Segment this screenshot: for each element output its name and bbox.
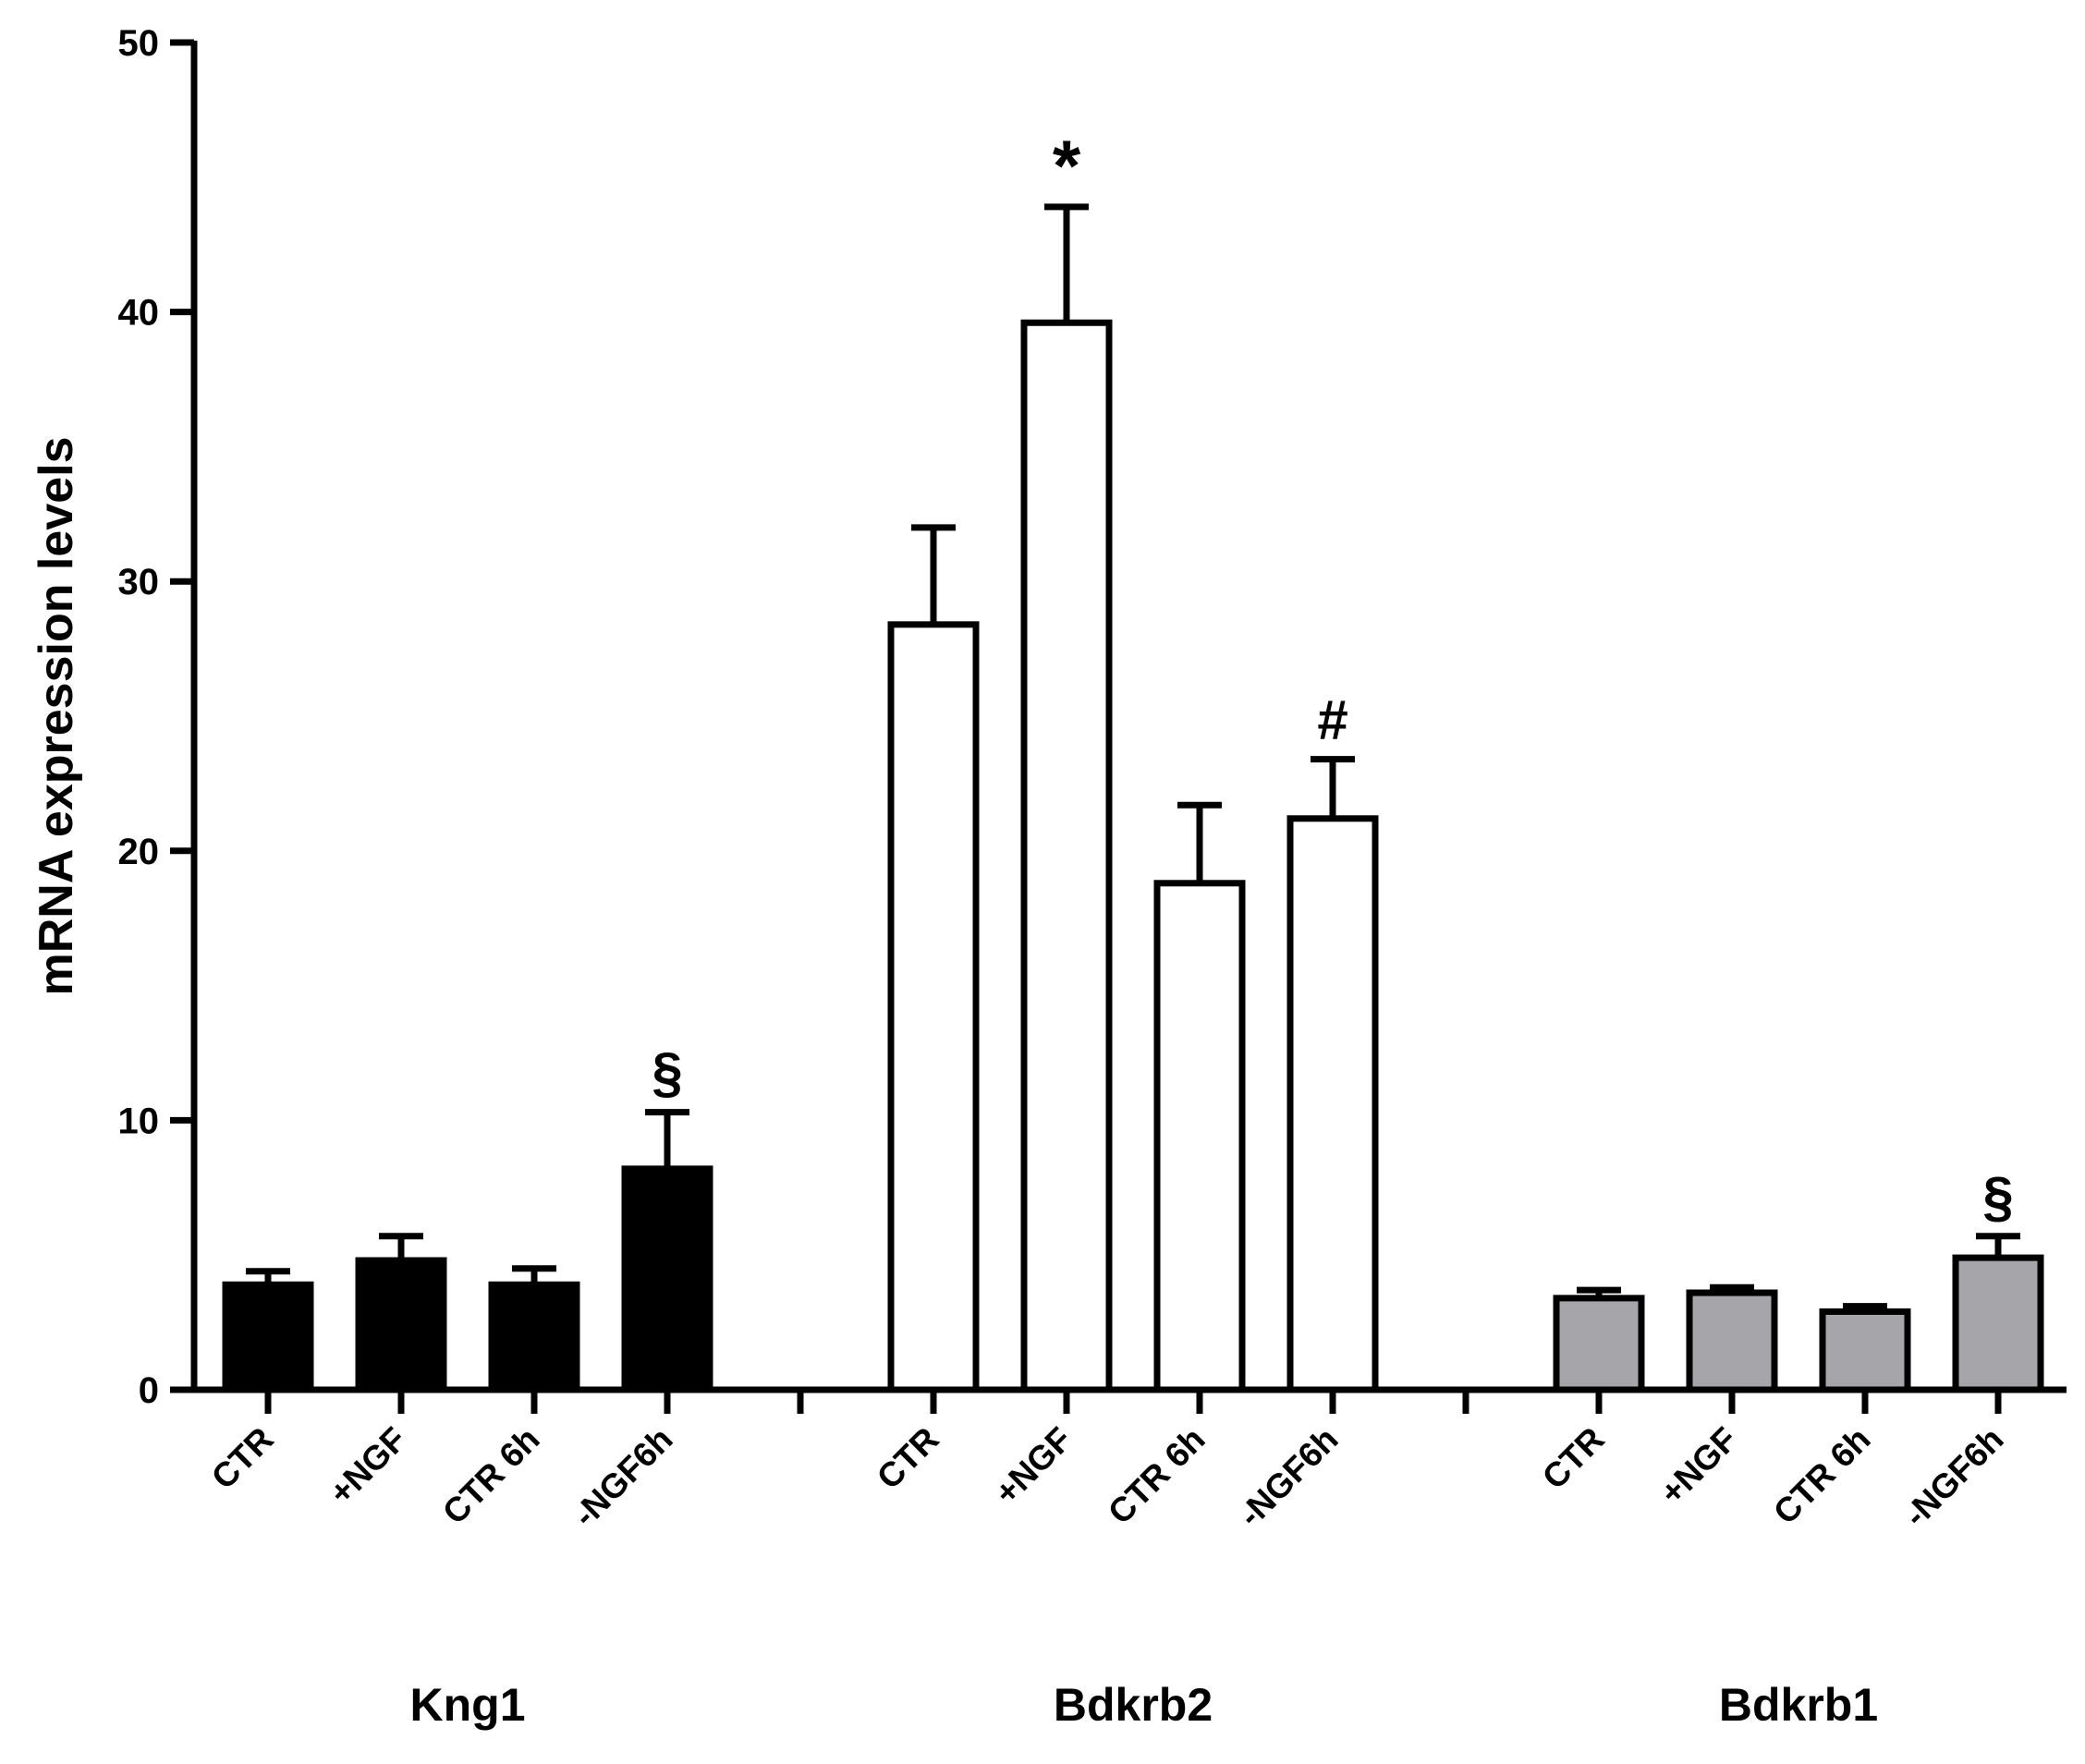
bar [1153, 880, 1246, 1393]
significance-marker: § [652, 1042, 682, 1104]
bar [222, 1281, 314, 1393]
significance-marker: # [1317, 689, 1347, 751]
bar [1819, 1308, 1911, 1393]
x-tick-label: CTR [204, 1420, 281, 1497]
x-tick-label: -NGF6h [1896, 1420, 2010, 1534]
bar [1553, 1295, 1645, 1393]
bar [488, 1281, 580, 1393]
bar [355, 1257, 447, 1393]
y-tick-label: 30 [118, 562, 160, 602]
group-label: Bdkrb2 [1054, 1679, 1213, 1731]
y-tick-label: 20 [118, 832, 160, 872]
bar [1286, 815, 1379, 1393]
bar [1952, 1254, 2044, 1393]
x-tick-label: -NGF6h [1231, 1420, 1345, 1534]
y-axis-title: mRNA expression levels [30, 436, 83, 995]
bar [887, 621, 980, 1393]
y-tick-label: 50 [118, 23, 160, 64]
x-tick-label: CTR [870, 1420, 946, 1497]
x-tick-label: +NGF [322, 1420, 414, 1513]
y-tick-label: 0 [139, 1370, 159, 1411]
y-tick-label: 40 [118, 293, 160, 334]
group-label: Kng1 [410, 1679, 526, 1731]
bar [1020, 319, 1113, 1393]
x-tick-label: -NGF6h [566, 1420, 679, 1534]
x-tick-label: CTR 6h [1101, 1420, 1213, 1532]
x-tick-label: +NGF [1652, 1420, 1745, 1513]
significance-marker: * [1053, 125, 1081, 206]
x-tick-label: CTR 6h [1766, 1420, 1878, 1532]
y-tick-label: 10 [118, 1101, 160, 1141]
x-tick-label: CTR [1535, 1420, 1612, 1497]
x-tick-label: CTR 6h [435, 1420, 547, 1532]
x-tick-label: +NGF [987, 1420, 1079, 1513]
bar [1686, 1289, 1778, 1393]
bar [621, 1165, 713, 1393]
group-label: Bdkrb1 [1719, 1679, 1878, 1731]
significance-marker: § [1982, 1166, 2013, 1228]
